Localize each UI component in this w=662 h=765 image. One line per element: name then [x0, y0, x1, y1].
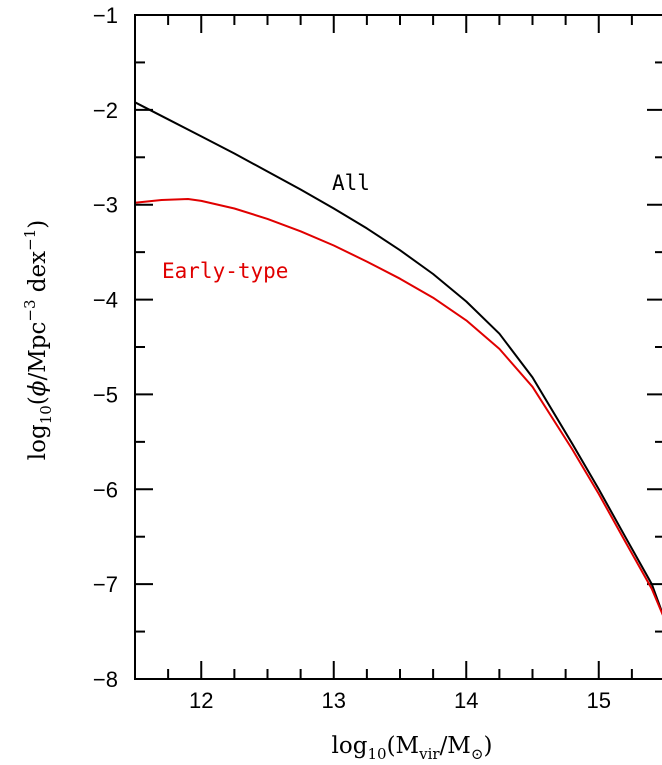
y-tick-label: −4: [93, 288, 118, 313]
series-line-early-type: [134, 198, 662, 616]
y-tick-label: −3: [93, 193, 118, 218]
y-tick-label: −7: [93, 572, 118, 597]
series-line-all: [134, 101, 662, 615]
y-tick-label: −8: [93, 667, 118, 692]
x-tick-label: 15: [587, 688, 611, 713]
x-tick-label: 13: [322, 688, 346, 713]
y-tick-label: −6: [93, 477, 118, 502]
ticks-layer: 12 13 14 15 −1 −2 −3 −4 −5 −6 −7 −8: [93, 3, 662, 713]
y-tick-label: −5: [93, 382, 118, 407]
series-label-all: All: [332, 171, 370, 195]
y-axis-title: log10(ϕ/Mpc−3 dex−1): [21, 220, 55, 460]
y-tick-label: −2: [93, 98, 118, 123]
x-axis-title: log10(Mvir/M⊙): [332, 733, 493, 763]
series-label-early-type: Early-type: [162, 259, 288, 283]
y-tick-label: −1: [93, 3, 118, 28]
x-tick-label: 12: [189, 688, 213, 713]
x-tick-label: 14: [454, 688, 478, 713]
series-layer: [134, 101, 662, 616]
plot-frame: [134, 14, 662, 680]
